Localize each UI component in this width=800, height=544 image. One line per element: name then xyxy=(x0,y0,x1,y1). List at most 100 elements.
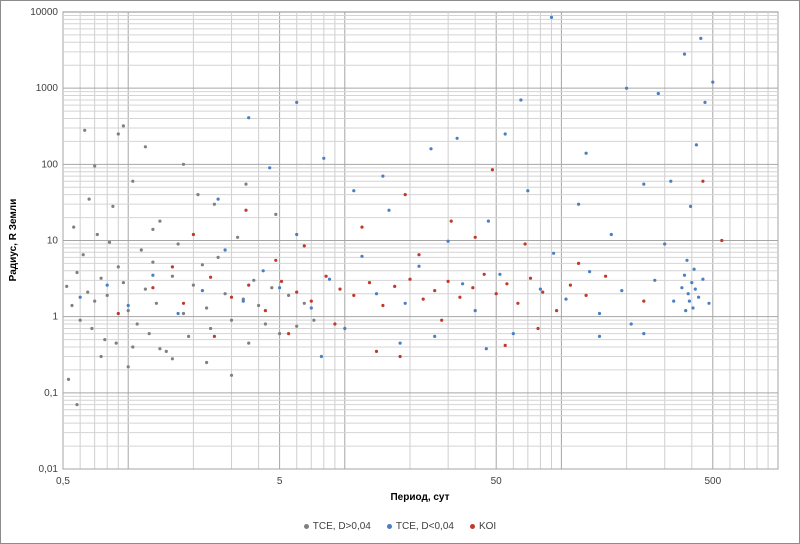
data-point xyxy=(663,242,667,246)
data-point xyxy=(72,225,76,229)
data-point xyxy=(229,373,234,377)
data-point xyxy=(70,303,74,308)
data-point xyxy=(408,277,412,281)
data-point xyxy=(135,322,139,326)
data-point xyxy=(691,306,695,310)
data-point xyxy=(105,293,109,297)
data-point xyxy=(247,283,251,287)
data-point xyxy=(494,292,498,296)
data-point xyxy=(309,306,313,310)
data-point xyxy=(295,232,299,237)
data-point xyxy=(302,301,306,305)
data-point xyxy=(516,301,520,305)
data-point xyxy=(327,277,332,281)
data-point xyxy=(490,168,494,172)
data-point xyxy=(99,354,103,359)
data-point xyxy=(393,284,397,288)
data-point xyxy=(446,239,450,243)
data-point xyxy=(417,264,421,268)
data-point xyxy=(604,274,608,278)
data-point xyxy=(609,232,613,237)
x-tick-label: 500 xyxy=(704,476,721,487)
data-point xyxy=(473,309,477,313)
data-point xyxy=(449,219,453,223)
data-point xyxy=(200,289,204,293)
data-point xyxy=(236,235,240,239)
data-point xyxy=(90,326,94,331)
data-point xyxy=(200,263,204,267)
data-point xyxy=(151,260,155,264)
data-point xyxy=(114,341,118,345)
data-point xyxy=(333,322,337,326)
data-point xyxy=(164,349,168,353)
data-point xyxy=(81,253,85,257)
data-point xyxy=(398,354,402,359)
y-tick-label: 100 xyxy=(41,159,58,170)
data-point xyxy=(244,182,248,186)
data-point xyxy=(176,242,180,246)
data-point xyxy=(360,254,364,258)
legend-label: TCE, D>0,04 xyxy=(312,520,371,532)
data-point xyxy=(684,309,688,313)
data-point xyxy=(703,100,707,104)
data-point xyxy=(690,281,694,285)
data-point xyxy=(584,151,588,155)
data-point xyxy=(212,202,216,206)
data-point xyxy=(312,318,316,322)
data-point xyxy=(126,303,130,308)
data-point xyxy=(99,276,103,280)
data-point xyxy=(268,166,272,170)
y-tick-label: 10 xyxy=(47,236,59,247)
data-point xyxy=(541,290,545,294)
data-point xyxy=(247,116,251,120)
data-point xyxy=(170,274,174,278)
data-point xyxy=(685,258,689,262)
data-point xyxy=(154,301,158,305)
data-point xyxy=(295,324,299,328)
data-point xyxy=(111,204,115,208)
legend-label: KOI xyxy=(478,520,497,532)
data-point xyxy=(151,273,155,277)
x-axis-title: Период, сут xyxy=(390,492,449,503)
data-point xyxy=(528,276,533,280)
data-point xyxy=(473,235,477,239)
data-point xyxy=(121,281,125,285)
data-point xyxy=(653,278,657,282)
data-point xyxy=(642,299,646,303)
data-point xyxy=(387,208,391,212)
data-point xyxy=(187,334,191,338)
data-point xyxy=(78,318,82,322)
data-point xyxy=(352,293,356,297)
data-point xyxy=(158,347,162,351)
data-point xyxy=(143,287,147,291)
data-point xyxy=(597,311,602,316)
data-point xyxy=(116,132,120,136)
data-point xyxy=(421,297,425,301)
data-point xyxy=(274,212,278,216)
y-tick-label: 1 xyxy=(52,312,58,323)
data-point xyxy=(505,282,509,286)
data-point xyxy=(170,357,174,361)
data-point xyxy=(446,279,450,283)
data-point xyxy=(526,189,530,193)
data-point xyxy=(381,174,385,178)
data-point xyxy=(205,360,209,365)
data-point xyxy=(131,345,135,349)
data-point xyxy=(244,208,248,212)
data-point xyxy=(417,253,421,257)
data-point xyxy=(263,322,267,326)
data-point xyxy=(322,156,326,160)
data-point xyxy=(158,219,162,223)
data-point xyxy=(625,86,629,90)
data-point xyxy=(693,287,697,291)
data-point xyxy=(263,309,267,313)
data-point xyxy=(486,219,490,223)
data-point xyxy=(65,284,69,288)
data-point xyxy=(338,287,342,291)
data-point xyxy=(374,292,379,296)
legend-item-koi: KOI xyxy=(469,520,497,532)
data-point xyxy=(181,301,186,305)
legend-marker xyxy=(469,523,475,529)
data-point xyxy=(78,295,82,299)
